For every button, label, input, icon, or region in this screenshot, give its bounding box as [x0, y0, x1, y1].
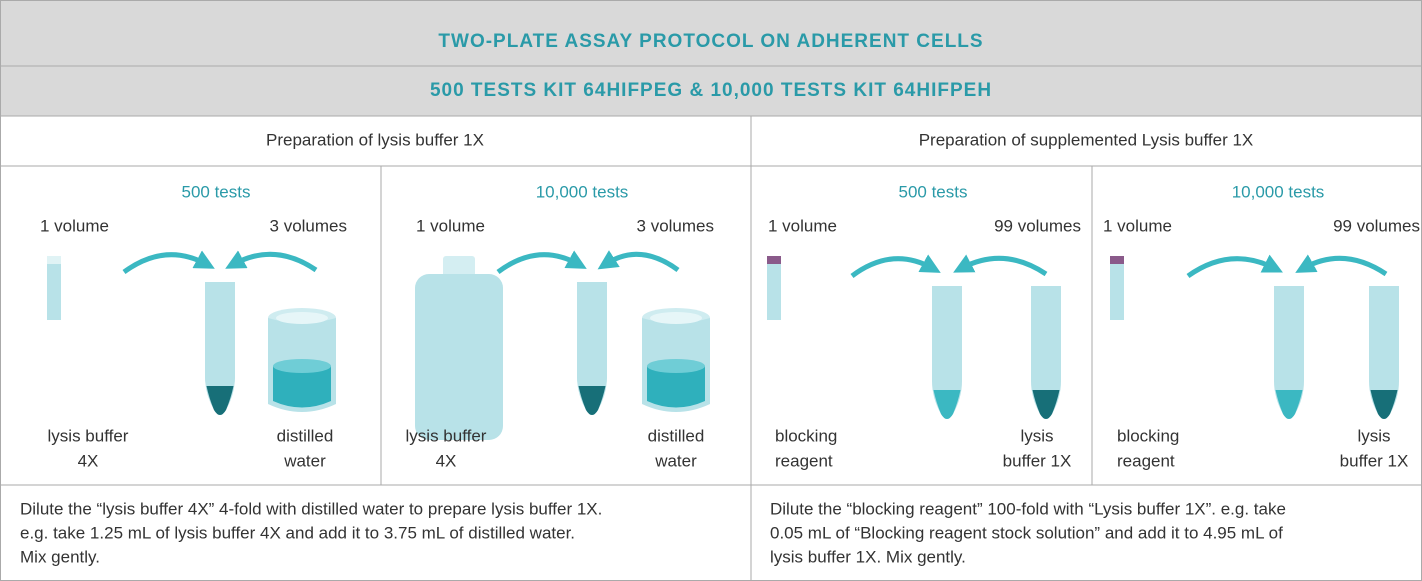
item-label: buffer 1X	[1003, 451, 1072, 470]
item-label: water	[654, 451, 697, 470]
amount-label: 1 volume	[416, 216, 485, 235]
amount-label: 1 volume	[768, 216, 837, 235]
item-label: reagent	[1117, 451, 1175, 470]
panel-heading: 500 tests	[182, 182, 251, 201]
section-title: Preparation of lysis buffer 1X	[266, 130, 484, 149]
section-title: Preparation of supplemented Lysis buffer…	[919, 130, 1254, 149]
amount-label: 3 volumes	[637, 216, 714, 235]
description-line: e.g. take 1.25 mL of lysis buffer 4X and…	[20, 523, 575, 542]
amount-label: 1 volume	[40, 216, 109, 235]
panel-heading: 10,000 tests	[1232, 182, 1325, 201]
amount-label: 99 volumes	[1333, 216, 1420, 235]
amount-label: 1 volume	[1103, 216, 1172, 235]
description-line: lysis buffer 1X. Mix gently.	[770, 547, 966, 566]
illustration	[767, 256, 1061, 419]
item-label: lysis	[1020, 426, 1053, 445]
description-line: Dilute the “blocking reagent” 100-fold w…	[770, 499, 1286, 518]
description-line: Mix gently.	[20, 547, 100, 566]
title: TWO-PLATE ASSAY PROTOCOL ON ADHERENT CEL…	[438, 31, 983, 52]
subtitle: 500 TESTS KIT 64HIFPEG & 10,000 TESTS KI…	[430, 80, 992, 101]
item-label: lysis buffer	[406, 426, 487, 445]
item-label: lysis	[1357, 426, 1390, 445]
item-label: reagent	[775, 451, 833, 470]
description-line: 0.05 mL of “Blocking reagent stock solut…	[770, 523, 1283, 542]
amount-label: 99 volumes	[994, 216, 1081, 235]
panel-heading: 500 tests	[899, 182, 968, 201]
item-label: distilled	[277, 426, 334, 445]
item-label: blocking	[775, 426, 837, 445]
item-label: buffer 1X	[1340, 451, 1409, 470]
illustration	[47, 254, 336, 415]
amount-label: 3 volumes	[270, 216, 347, 235]
panel-heading: 10,000 tests	[536, 182, 629, 201]
item-label: blocking	[1117, 426, 1179, 445]
illustration	[415, 254, 710, 440]
item-label: lysis buffer	[48, 426, 129, 445]
item-label: 4X	[78, 451, 99, 470]
item-label: distilled	[648, 426, 705, 445]
item-label: 4X	[436, 451, 457, 470]
description-line: Dilute the “lysis buffer 4X” 4-fold with…	[20, 499, 602, 518]
illustration	[1110, 256, 1399, 419]
protocol: TWO-PLATE ASSAY PROTOCOL ON ADHERENT CEL…	[0, 0, 1422, 581]
item-label: water	[283, 451, 326, 470]
